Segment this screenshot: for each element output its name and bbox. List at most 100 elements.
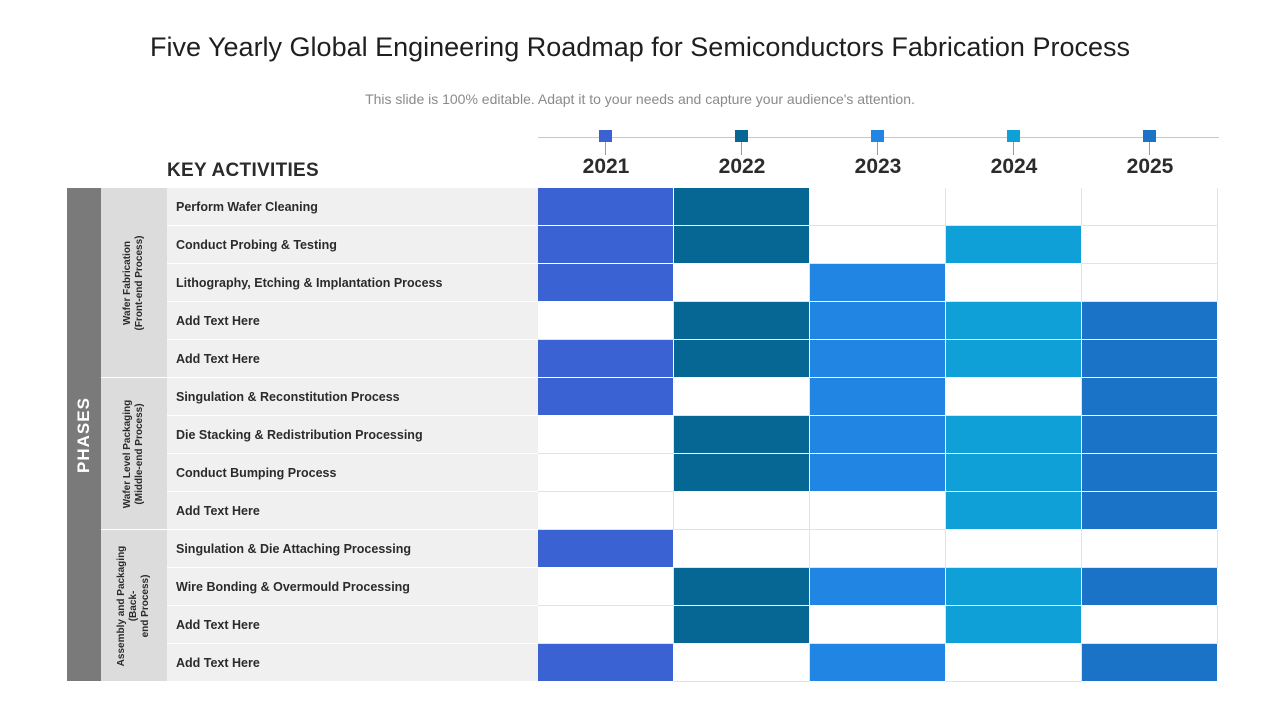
timeline-cell-2023 xyxy=(810,264,946,302)
timeline-cell-2024 xyxy=(946,416,1082,454)
activity-label: Conduct Probing & Testing xyxy=(167,226,538,264)
year-marker xyxy=(1007,130,1020,142)
year-label: 2024 xyxy=(990,155,1038,178)
timeline-cell-2021 xyxy=(538,226,674,264)
activity-label: Singulation & Die Attaching Processing xyxy=(167,530,538,568)
timeline-cell-2024 xyxy=(946,492,1082,530)
phase-group-2: Wafer Level Packaging (Middle-end Process… xyxy=(101,378,167,530)
year-stem xyxy=(605,142,606,155)
activity-row: Add Text Here xyxy=(167,606,1218,644)
timeline-cell-2024 xyxy=(946,568,1082,606)
timeline-cell-2025 xyxy=(1082,302,1218,340)
roadmap-grid: Perform Wafer Cleaning Conduct Probing & … xyxy=(167,188,1218,682)
timeline-cell-2023 xyxy=(810,492,946,530)
year-column-2023: 2023 xyxy=(810,130,946,184)
timeline-cell-2022 xyxy=(674,530,810,568)
timeline-cell-2023 xyxy=(810,226,946,264)
phase-group-label-line2: end Process) xyxy=(140,574,151,637)
timeline-cell-2021 xyxy=(538,606,674,644)
timeline-cell-2021 xyxy=(538,378,674,416)
year-stem xyxy=(877,142,878,155)
timeline-cell-2025 xyxy=(1082,530,1218,568)
timeline-cell-2025 xyxy=(1082,416,1218,454)
activity-label: Add Text Here xyxy=(167,606,538,644)
timeline-cell-2023 xyxy=(810,378,946,416)
year-column-2025: 2025 xyxy=(1082,130,1218,184)
activity-row: Add Text Here xyxy=(167,340,1218,378)
timeline-cell-2023 xyxy=(810,416,946,454)
timeline-cell-2021 xyxy=(538,568,674,606)
activity-row: Perform Wafer Cleaning xyxy=(167,188,1218,226)
timeline-cell-2023 xyxy=(810,454,946,492)
activity-row: Singulation & Die Attaching Processing xyxy=(167,530,1218,568)
timeline-cell-2022 xyxy=(674,606,810,644)
phase-group-1: Wafer Fabrication (Front-end Process) xyxy=(101,188,167,378)
phase-group-label-line2: (Middle-end Process) xyxy=(134,402,145,505)
timeline-cell-2022 xyxy=(674,416,810,454)
year-column-2021: 2021 xyxy=(538,130,674,184)
timeline-cell-2022 xyxy=(674,188,810,226)
timeline-cell-2022 xyxy=(674,226,810,264)
timeline-cell-2021 xyxy=(538,302,674,340)
timeline-cell-2025 xyxy=(1082,264,1218,302)
phase-group-3: Assembly and Packaging (Back-end Process… xyxy=(101,530,167,682)
activity-label: Add Text Here xyxy=(167,302,538,340)
timeline-cell-2024 xyxy=(946,530,1082,568)
activity-row: Add Text Here xyxy=(167,492,1218,530)
year-column-2024: 2024 xyxy=(946,130,1082,184)
year-label: 2021 xyxy=(582,155,630,178)
phase-group-label: Assembly and Packaging (Back-end Process… xyxy=(116,531,152,681)
activity-label: Singulation & Reconstitution Process xyxy=(167,378,538,416)
slide-subtitle: This slide is 100% editable. Adapt it to… xyxy=(365,91,915,107)
key-activities-heading: KEY ACTIVITIES xyxy=(167,160,320,181)
timeline-cell-2021 xyxy=(538,454,674,492)
timeline-cell-2023 xyxy=(810,644,946,682)
year-stem xyxy=(741,142,742,155)
phase-group-label-line2: (Front-end Process) xyxy=(134,235,145,331)
activity-row: Lithography, Etching & Implantation Proc… xyxy=(167,264,1218,302)
activity-label: Lithography, Etching & Implantation Proc… xyxy=(167,264,538,302)
year-label: 2022 xyxy=(718,155,766,178)
activity-row: Die Stacking & Redistribution Processing xyxy=(167,416,1218,454)
timeline-cell-2022 xyxy=(674,340,810,378)
timeline-cell-2025 xyxy=(1082,340,1218,378)
timeline-cell-2025 xyxy=(1082,454,1218,492)
timeline-cell-2025 xyxy=(1082,644,1218,682)
activity-row: Conduct Probing & Testing xyxy=(167,226,1218,264)
activity-label: Add Text Here xyxy=(167,644,538,682)
timeline-cell-2025 xyxy=(1082,606,1218,644)
timeline-cell-2022 xyxy=(674,302,810,340)
year-column-2022: 2022 xyxy=(674,130,810,184)
year-marker xyxy=(871,130,884,142)
timeline-cell-2022 xyxy=(674,378,810,416)
timeline-cell-2025 xyxy=(1082,568,1218,606)
timeline-cell-2025 xyxy=(1082,378,1218,416)
year-stem xyxy=(1149,142,1150,155)
activity-row: Add Text Here xyxy=(167,302,1218,340)
timeline-cell-2021 xyxy=(538,264,674,302)
timeline-cell-2023 xyxy=(810,568,946,606)
timeline-cell-2024 xyxy=(946,340,1082,378)
year-marker xyxy=(1143,130,1156,142)
timeline-cell-2022 xyxy=(674,454,810,492)
year-marker xyxy=(599,130,612,142)
activity-row: Conduct Bumping Process xyxy=(167,454,1218,492)
timeline-cell-2024 xyxy=(946,606,1082,644)
timeline-cell-2024 xyxy=(946,264,1082,302)
activity-label: Die Stacking & Redistribution Processing xyxy=(167,416,538,454)
year-marker xyxy=(735,130,748,142)
activity-label: Wire Bonding & Overmould Processing xyxy=(167,568,538,606)
timeline-cell-2021 xyxy=(538,530,674,568)
year-label: 2025 xyxy=(1126,155,1174,178)
phases-bar: PHASES xyxy=(67,188,101,681)
timeline-cell-2022 xyxy=(674,492,810,530)
timeline-cell-2025 xyxy=(1082,492,1218,530)
slide-title: Five Yearly Global Engineering Roadmap f… xyxy=(149,32,1130,62)
phase-group-label-line1: Assembly and Packaging (Back- xyxy=(116,545,139,666)
year-stem xyxy=(1013,142,1014,155)
timeline-cell-2023 xyxy=(810,606,946,644)
activity-row: Add Text Here xyxy=(167,644,1218,682)
timeline-cell-2024 xyxy=(946,188,1082,226)
timeline-cell-2022 xyxy=(674,264,810,302)
timeline-cell-2024 xyxy=(946,378,1082,416)
